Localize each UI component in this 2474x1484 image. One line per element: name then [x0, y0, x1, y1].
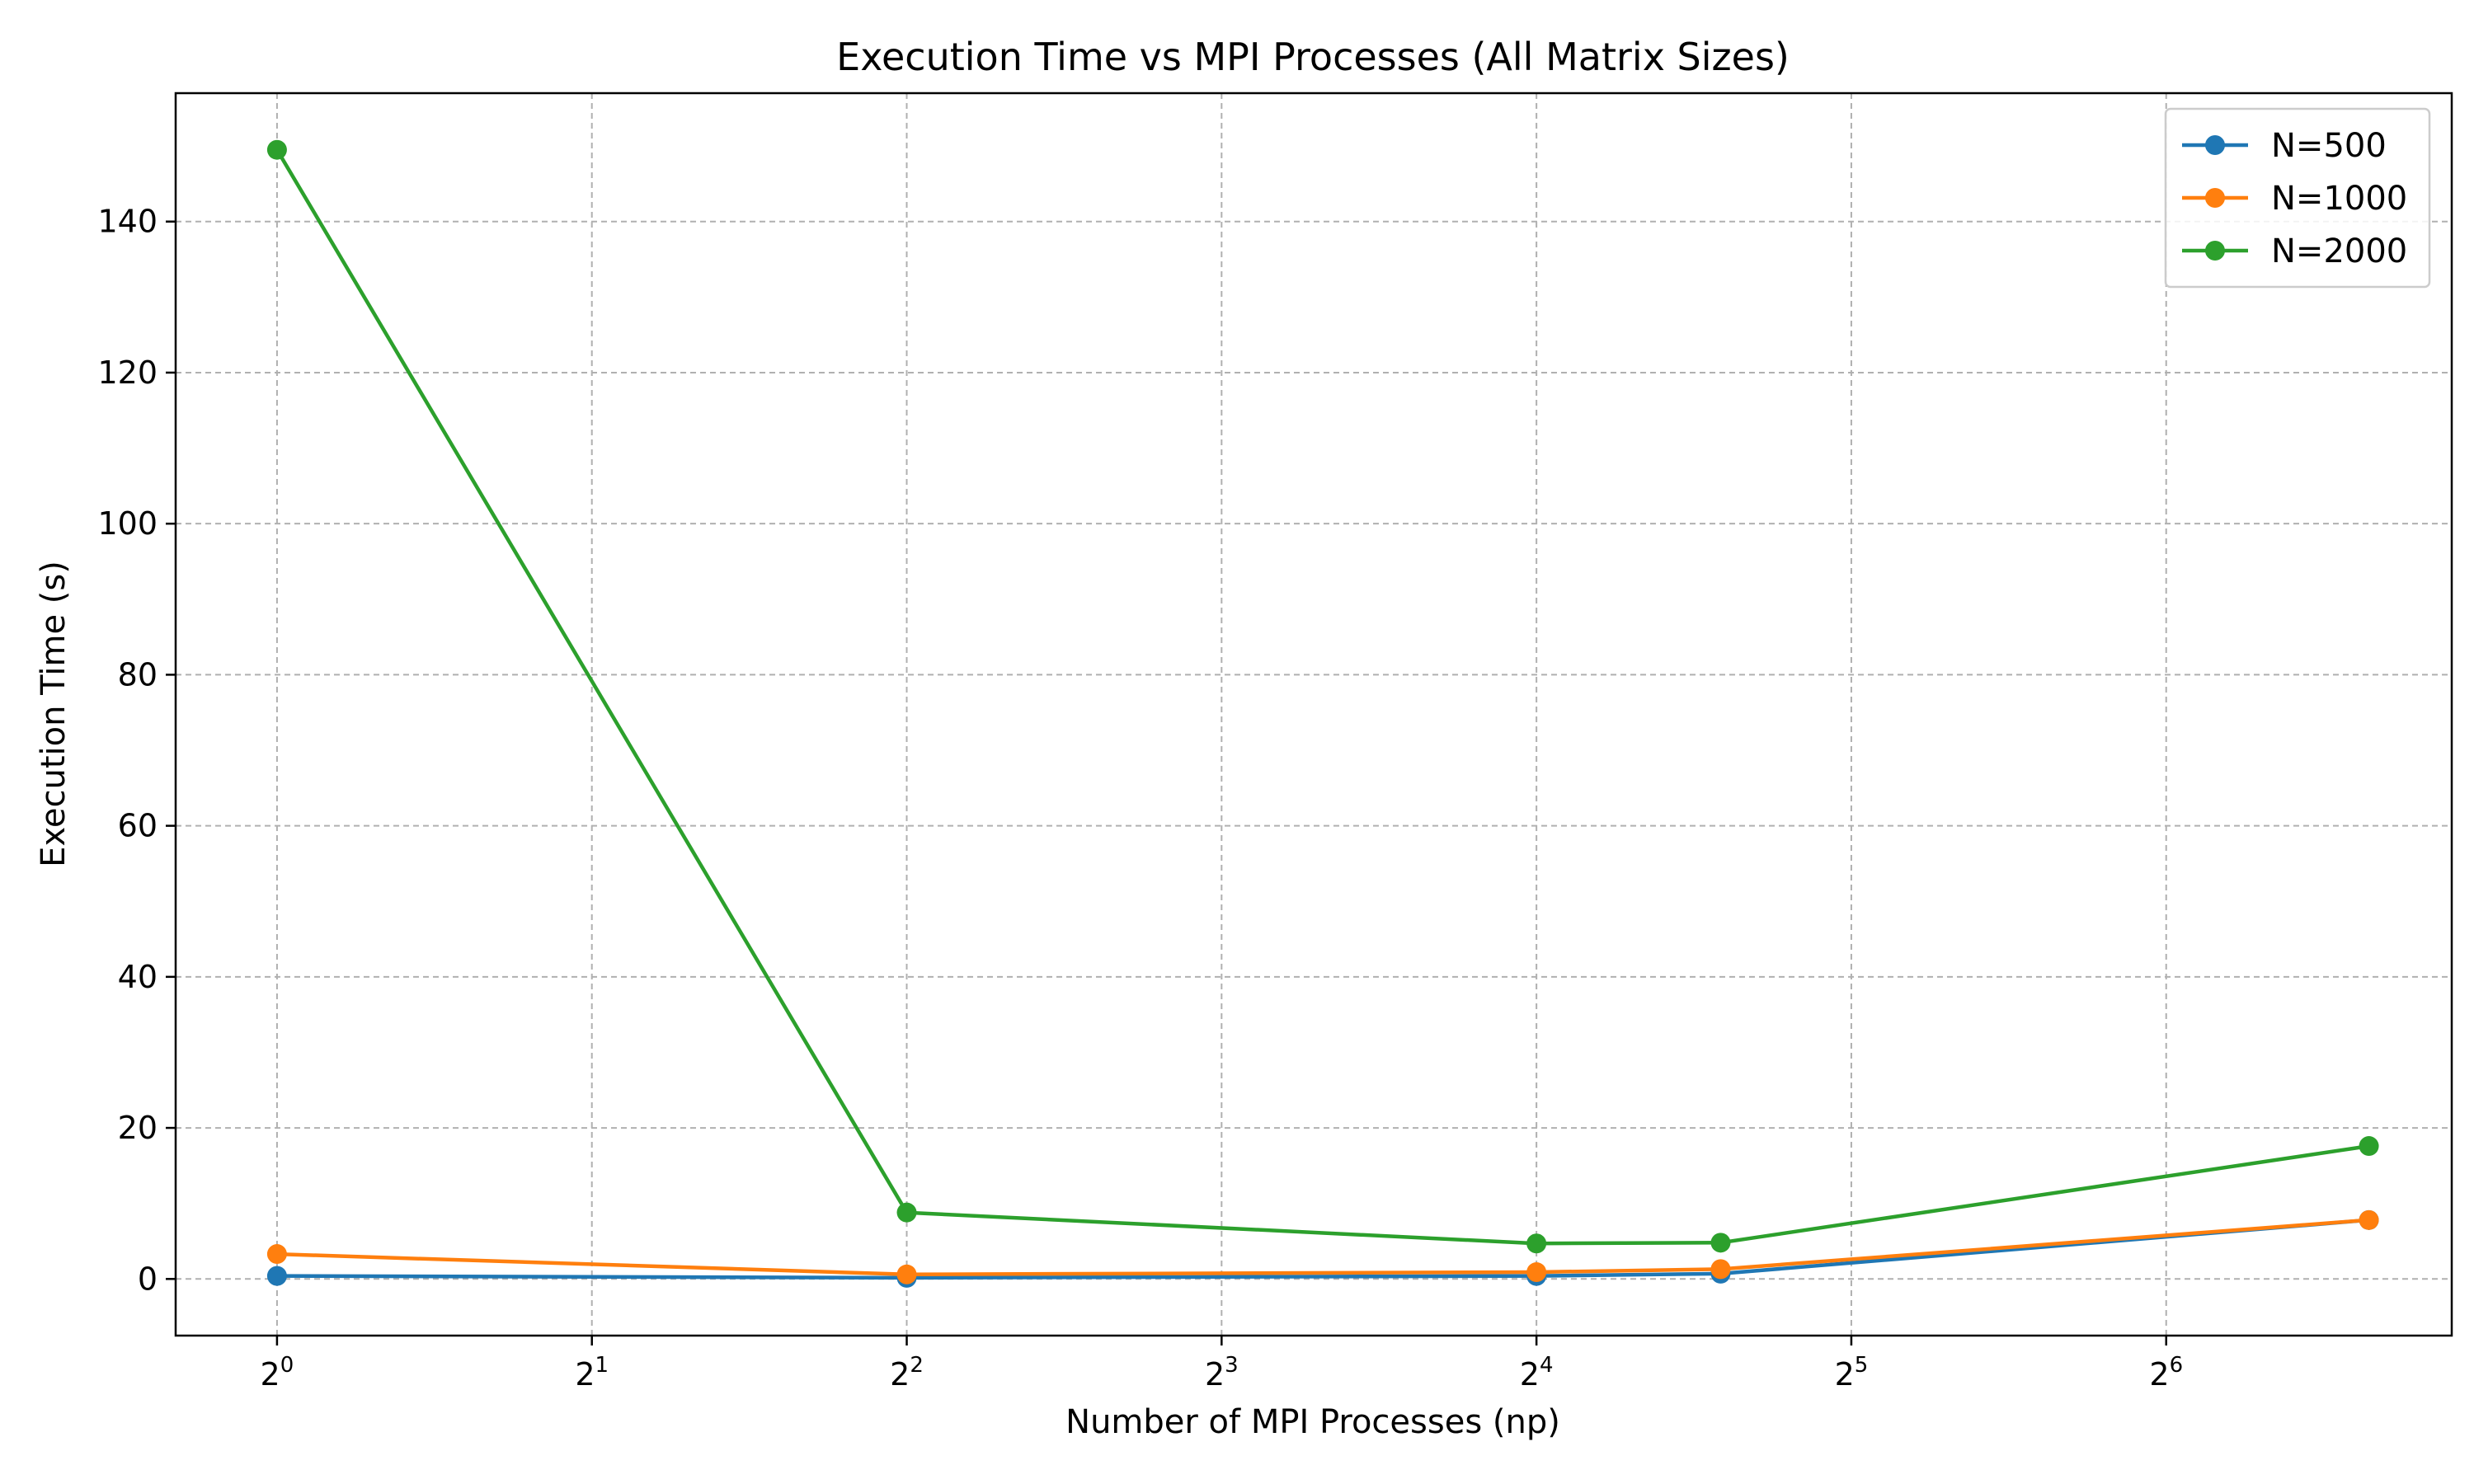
legend-label: N=1000	[2271, 180, 2407, 218]
legend-marker	[2205, 135, 2225, 155]
x-axis-label: Number of MPI Processes (np)	[1065, 1403, 1560, 1441]
x-tick-label: 20	[261, 1353, 294, 1392]
data-point	[2359, 1136, 2379, 1157]
legend-marker	[2205, 188, 2225, 208]
y-tick-label: 80	[118, 656, 158, 693]
y-tick-label: 60	[118, 808, 158, 844]
legend-entry: N=1000	[2182, 180, 2407, 218]
data-point	[266, 1266, 287, 1286]
series-N=1000	[266, 1209, 2379, 1284]
data-point	[266, 139, 287, 160]
data-point	[896, 1202, 917, 1223]
plot-area-frame	[174, 92, 2453, 1337]
y-tick-label: 100	[97, 505, 158, 542]
grid-lines	[176, 93, 2452, 1336]
legend-entry: N=2000	[2182, 232, 2407, 270]
data-point	[1710, 1259, 1731, 1280]
y-tick-label: 120	[97, 355, 158, 391]
legend-label: N=500	[2271, 127, 2387, 165]
x-tick-label: 25	[1835, 1353, 1869, 1392]
x-tick-label: 23	[1205, 1353, 1239, 1392]
data-point	[2359, 1209, 2379, 1230]
legend-label: N=2000	[2271, 232, 2407, 270]
y-tick-label: 20	[118, 1110, 158, 1146]
legend-box	[2164, 107, 2431, 289]
series-N=2000	[266, 139, 2379, 1254]
x-tick-label: 22	[890, 1353, 924, 1392]
data-point	[1710, 1233, 1731, 1253]
data-point	[1526, 1233, 1547, 1254]
x-tick-label: 26	[2149, 1353, 2183, 1392]
data-series	[266, 139, 2379, 1288]
x-tick-label: 24	[1520, 1353, 1554, 1392]
data-point	[266, 1244, 287, 1265]
axis-ticks: 20 21 22 23 24 25 26 0 20 40 60 80 100 120 140	[97, 204, 2183, 1392]
y-tick-label: 140	[97, 204, 158, 240]
legend-marker	[2205, 241, 2225, 261]
legend: N=500 N=1000 N=2000	[2164, 107, 2431, 289]
y-axis-label: Execution Time (s)	[35, 561, 73, 867]
y-tick-label: 40	[118, 959, 158, 995]
data-point	[1526, 1262, 1547, 1283]
y-tick-label: 0	[138, 1261, 158, 1297]
legend-entry: N=500	[2182, 127, 2387, 165]
data-point	[896, 1264, 917, 1284]
x-tick-label: 21	[575, 1353, 609, 1392]
chart-title: Execution Time vs MPI Processes (All Mat…	[836, 35, 1790, 79]
